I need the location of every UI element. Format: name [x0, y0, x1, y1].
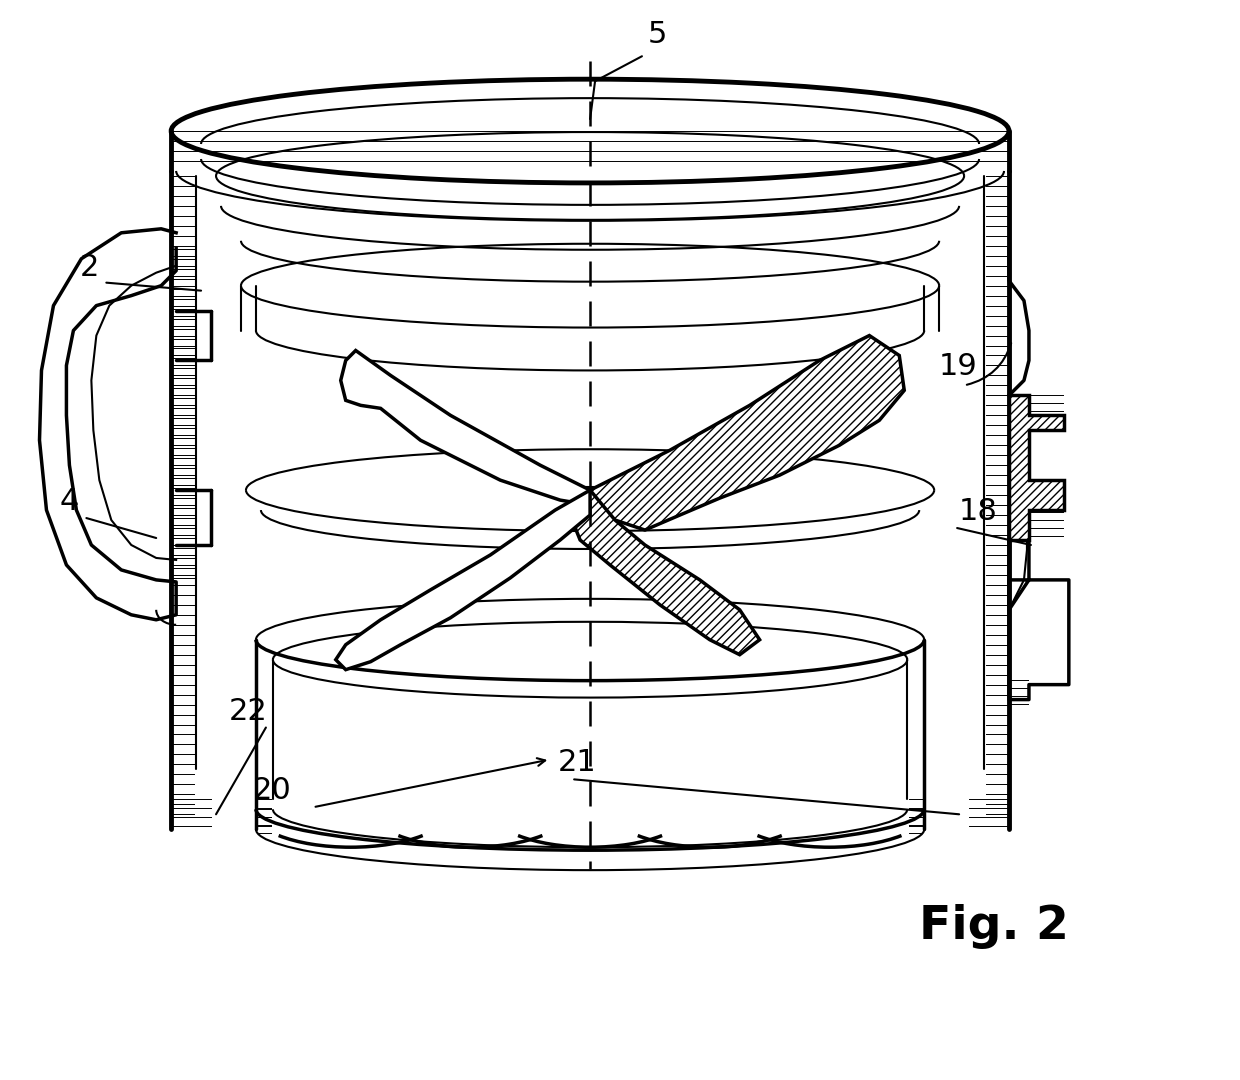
Polygon shape — [570, 490, 760, 654]
Text: 5: 5 — [649, 21, 667, 50]
Polygon shape — [341, 351, 590, 505]
Polygon shape — [336, 490, 590, 670]
Polygon shape — [590, 336, 904, 530]
Text: 2: 2 — [79, 253, 99, 282]
Text: 18: 18 — [959, 497, 998, 526]
Text: Fig. 2: Fig. 2 — [919, 904, 1069, 949]
Text: 20: 20 — [253, 777, 291, 806]
Text: 19: 19 — [939, 352, 978, 381]
Text: 22: 22 — [229, 697, 268, 726]
Polygon shape — [1009, 395, 1064, 540]
Text: 4: 4 — [60, 487, 79, 516]
Text: 21: 21 — [558, 748, 596, 778]
